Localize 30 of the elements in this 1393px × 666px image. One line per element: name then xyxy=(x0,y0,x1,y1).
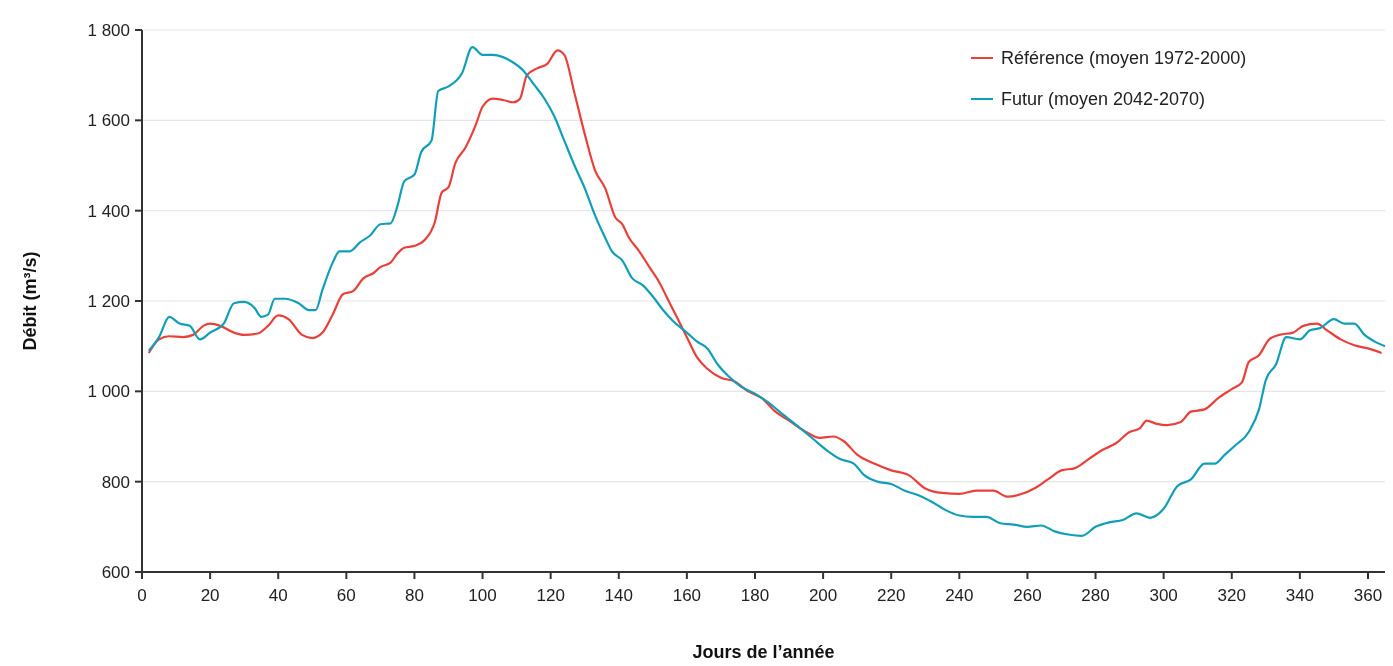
x-tick-label: 260 xyxy=(1013,586,1042,605)
x-tick-label: 60 xyxy=(336,586,356,605)
x-tick-label: 340 xyxy=(1285,586,1315,605)
x-tick-label: 320 xyxy=(1217,586,1246,605)
x-axis-title: Jours de l’année xyxy=(692,642,835,662)
x-tick-label: 80 xyxy=(404,586,424,605)
x-tick-label: 160 xyxy=(672,586,702,605)
y-tick-label: 1 400 xyxy=(87,201,130,221)
x-tick-label: 280 xyxy=(1081,586,1110,605)
y-axis-title: Débit (m³/s) xyxy=(20,251,40,351)
x-tick-label: 180 xyxy=(740,586,770,605)
x-tick-label: 100 xyxy=(468,586,497,605)
x-tick-label: 240 xyxy=(945,586,974,605)
x-tick-label: 360 xyxy=(1353,586,1383,605)
x-tick-label: 0 xyxy=(137,586,147,605)
y-tick-label: 1 600 xyxy=(87,111,130,131)
y-tick-label: 1 200 xyxy=(87,291,130,311)
y-tick-label: 1 800 xyxy=(87,20,130,40)
x-tick-label: 120 xyxy=(536,586,565,605)
y-tick-label: 800 xyxy=(101,472,130,492)
x-tick-label: 40 xyxy=(268,586,288,605)
y-tick-label: 1 000 xyxy=(87,382,130,402)
x-tick-label: 220 xyxy=(877,586,906,605)
x-tick-label: 140 xyxy=(604,586,633,605)
x-tick-label: 200 xyxy=(808,586,838,605)
y-tick-label: 600 xyxy=(101,562,130,582)
legend-label: Référence (moyen 1972-2000) xyxy=(1001,48,1247,69)
legend-label: Futur (moyen 2042-2070) xyxy=(1001,89,1206,110)
x-tick-label: 20 xyxy=(200,586,220,605)
x-tick-label: 300 xyxy=(1149,586,1178,605)
